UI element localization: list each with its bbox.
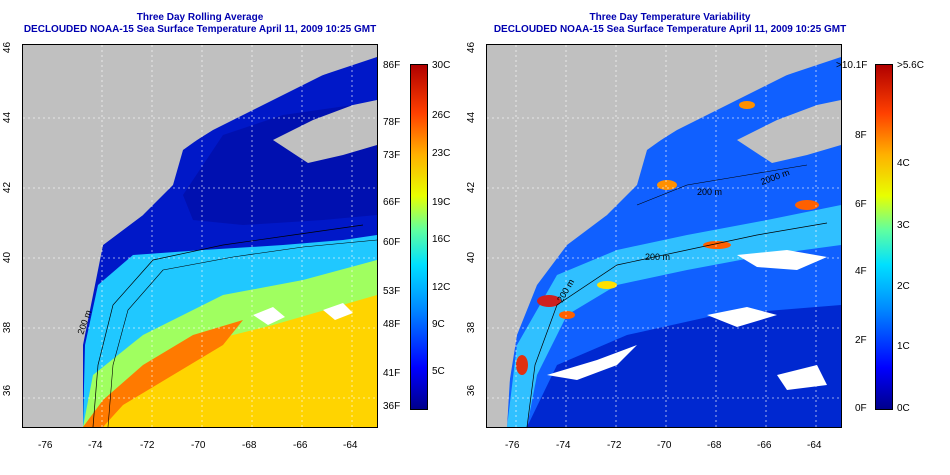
right-cbar-c-0: 0C bbox=[897, 403, 910, 414]
right-xtick-68: -68 bbox=[707, 440, 722, 451]
right-cbar-f-max: >10.1F bbox=[836, 60, 868, 71]
right-cbar-c-1: 1C bbox=[897, 341, 910, 352]
right-cbar-f-8: 8F bbox=[855, 130, 867, 141]
left-xtick-70: -70 bbox=[191, 440, 206, 451]
right-xtick-74: -74 bbox=[556, 440, 571, 451]
left-ytick-40: 40 bbox=[2, 251, 14, 264]
left-ytick-44: 44 bbox=[2, 111, 14, 124]
right-xtick-72: -72 bbox=[607, 440, 622, 451]
left-cbar-f-78: 78F bbox=[383, 117, 401, 128]
left-cbar-f-53: 53F bbox=[383, 286, 401, 297]
left-cbar-f-73: 73F bbox=[383, 150, 401, 161]
left-cbar-c-16: 16C bbox=[432, 234, 451, 245]
left-cbar-c-9: 9C bbox=[432, 319, 445, 330]
right-xtick-64: -64 bbox=[807, 440, 822, 451]
left-cbar-f-66: 66F bbox=[383, 197, 401, 208]
left-xtick-72: -72 bbox=[140, 440, 155, 451]
left-cbar-c-30: 30C bbox=[432, 60, 451, 71]
right-cbar-c-2: 2C bbox=[897, 281, 910, 292]
right-xtick-70: -70 bbox=[657, 440, 672, 451]
left-cbar-c-12: 12C bbox=[432, 282, 451, 293]
right-ytick-40: 40 bbox=[466, 251, 478, 264]
left-cbar-c-26: 26C bbox=[432, 110, 451, 121]
right-ytick-42: 42 bbox=[466, 181, 478, 194]
right-ytick-46: 46 bbox=[466, 41, 478, 54]
left-cbar-f-48: 48F bbox=[383, 319, 401, 330]
left-ytick-36: 36 bbox=[2, 384, 14, 397]
left-ytick-42: 42 bbox=[2, 181, 14, 194]
right-ytick-38: 38 bbox=[466, 321, 478, 334]
left-cbar-f-36: 36F bbox=[383, 401, 401, 412]
right-variability-map: 200 m 200 m 2000 m 200 m bbox=[486, 44, 842, 428]
right-contour-label-2: 200 m bbox=[645, 252, 670, 262]
left-xtick-66: -66 bbox=[293, 440, 308, 451]
right-cbar-f-6: 6F bbox=[855, 199, 867, 210]
right-title-line2: DECLOUDED NOAA-15 Sea Surface Temperatur… bbox=[493, 24, 847, 35]
left-cbar-c-19: 19C bbox=[432, 197, 451, 208]
right-ytick-36: 36 bbox=[466, 384, 478, 397]
right-cbar-f-2: 2F bbox=[855, 335, 867, 346]
left-xtick-64: -64 bbox=[343, 440, 358, 451]
right-colorbar bbox=[875, 64, 893, 410]
left-title-line2: DECLOUDED NOAA-15 Sea Surface Temperatur… bbox=[23, 24, 377, 35]
right-title-line1: Three Day Temperature Variability bbox=[589, 12, 751, 23]
left-cbar-f-60: 60F bbox=[383, 237, 401, 248]
left-cbar-f-41: 41F bbox=[383, 368, 401, 379]
left-xtick-76: -76 bbox=[38, 440, 53, 451]
right-contour-label-4: 200 m bbox=[697, 187, 722, 197]
left-xtick-68: -68 bbox=[242, 440, 257, 451]
left-cbar-c-23: 23C bbox=[432, 148, 451, 159]
right-xtick-66: -66 bbox=[757, 440, 772, 451]
right-cbar-c-3: 3C bbox=[897, 220, 910, 231]
right-cbar-c-max: >5.6C bbox=[897, 60, 924, 71]
left-title-line1: Three Day Rolling Average bbox=[136, 12, 264, 23]
left-ytick-46: 46 bbox=[2, 41, 14, 54]
right-cbar-c-4: 4C bbox=[897, 158, 910, 169]
right-cbar-f-0: 0F bbox=[855, 403, 867, 414]
right-cbar-f-4: 4F bbox=[855, 266, 867, 277]
left-ytick-38: 38 bbox=[2, 321, 14, 334]
left-sst-map: 200 m bbox=[22, 44, 378, 428]
left-cbar-c-5: 5C bbox=[432, 366, 445, 377]
left-xtick-74: -74 bbox=[88, 440, 103, 451]
left-colorbar bbox=[410, 64, 428, 410]
right-xtick-76: -76 bbox=[505, 440, 520, 451]
left-cbar-f-86: 86F bbox=[383, 60, 401, 71]
right-ytick-44: 44 bbox=[466, 111, 478, 124]
